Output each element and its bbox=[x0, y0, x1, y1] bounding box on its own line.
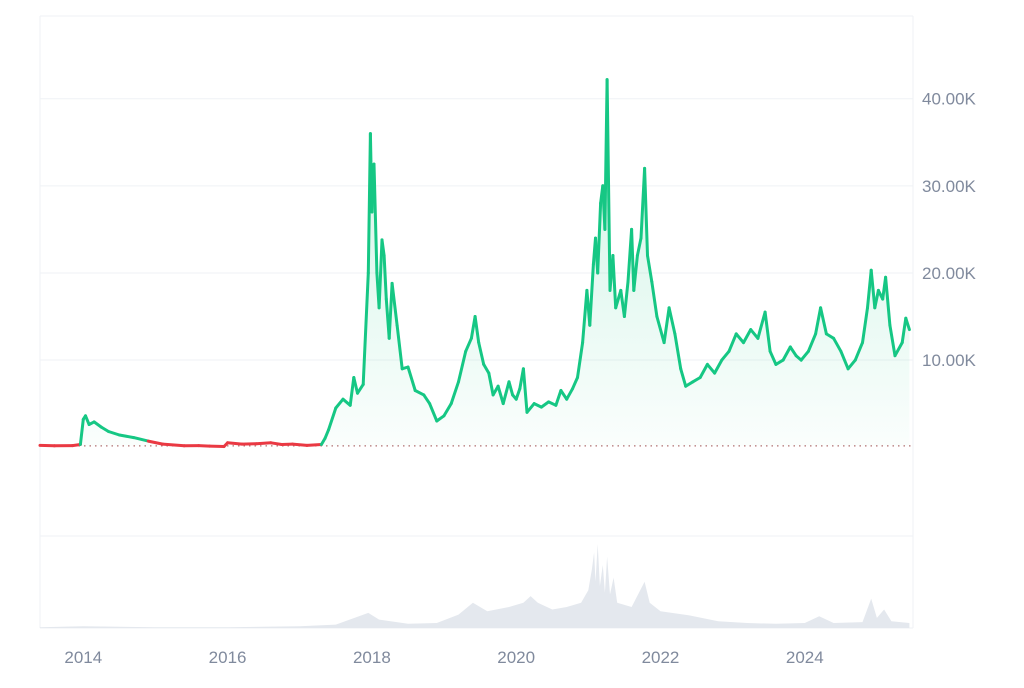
price-line-segment bbox=[163, 444, 185, 446]
price-line-segment bbox=[199, 446, 210, 447]
x-axis: 2014 2016 2018 2020 2022 2024 bbox=[64, 648, 823, 667]
x-tick-label: 2020 bbox=[497, 648, 535, 667]
y-axis: 10.00K 20.00K 30.00K 40.00K bbox=[922, 90, 977, 370]
price-area bbox=[40, 80, 909, 446]
x-tick-label: 2016 bbox=[209, 648, 247, 667]
x-tick-label: 2024 bbox=[786, 648, 824, 667]
y-tick-label: 10.00K bbox=[922, 351, 977, 370]
volume-area bbox=[40, 544, 909, 628]
price-line-segment bbox=[228, 443, 242, 444]
y-tick-label: 40.00K bbox=[922, 90, 977, 109]
y-tick-label: 20.00K bbox=[922, 264, 977, 283]
x-tick-label: 2022 bbox=[642, 648, 680, 667]
price-line-segment bbox=[293, 444, 308, 445]
price-line-segment bbox=[382, 240, 384, 256]
price-line-segment bbox=[256, 443, 271, 444]
price-area-fill bbox=[40, 80, 909, 446]
price-line-segment bbox=[307, 445, 321, 446]
volume-shape bbox=[40, 544, 909, 628]
y-tick-label: 30.00K bbox=[922, 177, 977, 196]
x-tick-label: 2018 bbox=[353, 648, 391, 667]
price-line-segment bbox=[271, 443, 282, 445]
x-tick-label: 2014 bbox=[64, 648, 102, 667]
